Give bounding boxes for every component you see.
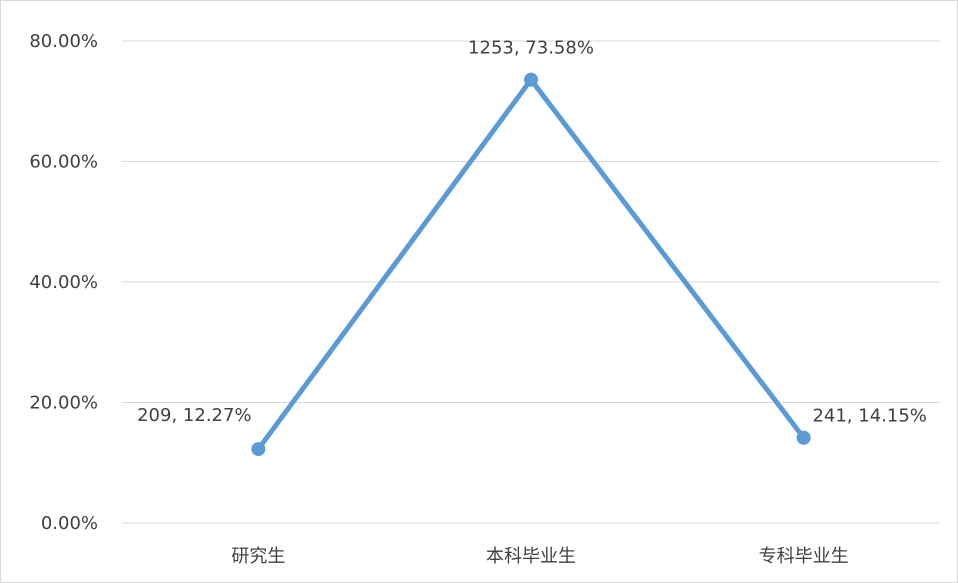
- data-label: 1253, 73.58%: [468, 38, 594, 59]
- y-axis-ticks: 0.00% 20.00% 40.00% 60.00% 80.00%: [29, 31, 98, 534]
- x-tick-label: 本科毕业生: [486, 546, 576, 567]
- y-tick-label: 20.00%: [29, 393, 98, 414]
- gridlines: [122, 40, 940, 524]
- y-tick-label: 0.00%: [41, 513, 98, 534]
- series-lines: [255, 77, 807, 452]
- series-line: [255, 77, 807, 452]
- y-tick-label: 40.00%: [29, 272, 98, 293]
- x-tick-label: 专科毕业生: [759, 546, 849, 567]
- x-axis-ticks: 研究生 本科毕业生 专科毕业生: [231, 546, 848, 567]
- y-tick-label: 60.00%: [29, 152, 98, 173]
- data-point-marker: [251, 442, 266, 457]
- series-markers: [251, 72, 811, 457]
- data-label: 241, 14.15%: [812, 406, 926, 427]
- data-labels: 209, 12.27% 1253, 73.58% 241, 14.15%: [137, 38, 927, 427]
- data-label: 209, 12.27%: [137, 405, 251, 426]
- x-tick-label: 研究生: [231, 546, 285, 567]
- data-point-marker: [524, 72, 538, 87]
- data-point-marker: [796, 430, 811, 445]
- y-tick-label: 80.00%: [29, 31, 98, 52]
